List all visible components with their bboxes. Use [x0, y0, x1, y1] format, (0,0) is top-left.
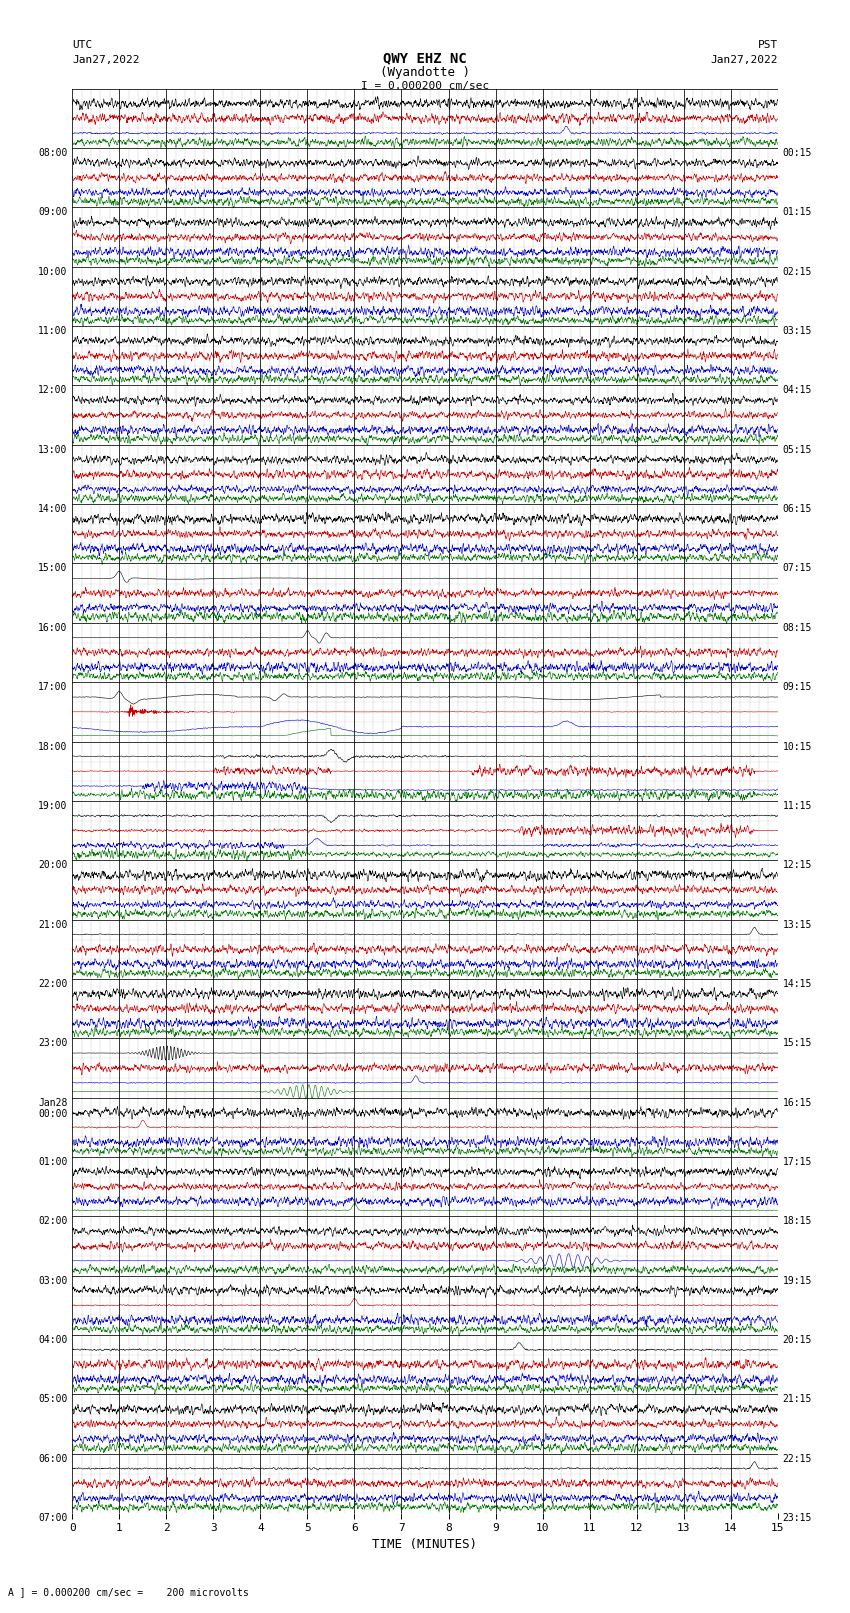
Text: UTC: UTC — [72, 40, 93, 50]
Text: QWY EHZ NC: QWY EHZ NC — [383, 52, 467, 66]
Text: A ] = 0.000200 cm/sec =    200 microvolts: A ] = 0.000200 cm/sec = 200 microvolts — [8, 1587, 249, 1597]
Text: (Wyandotte ): (Wyandotte ) — [380, 66, 470, 79]
Text: Jan27,2022: Jan27,2022 — [711, 55, 778, 65]
X-axis label: TIME (MINUTES): TIME (MINUTES) — [372, 1537, 478, 1550]
Text: I = 0.000200 cm/sec: I = 0.000200 cm/sec — [361, 81, 489, 90]
Text: PST: PST — [757, 40, 778, 50]
Text: Jan27,2022: Jan27,2022 — [72, 55, 139, 65]
